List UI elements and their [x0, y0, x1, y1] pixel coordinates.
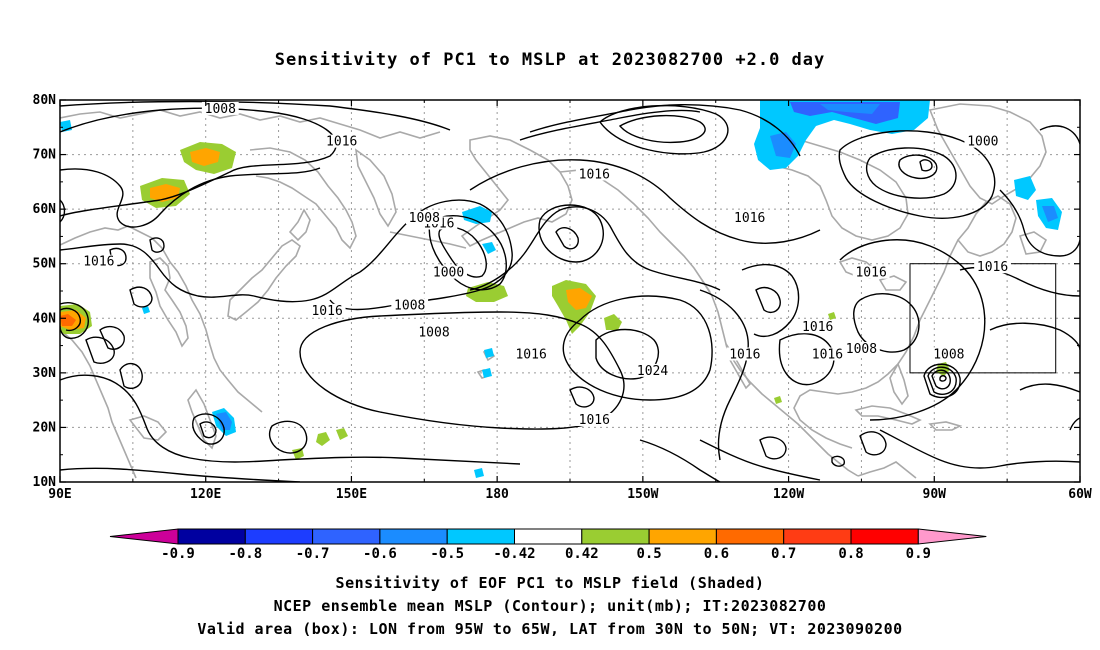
lon-tick-label: 120W — [773, 487, 804, 502]
contour-label: 1016 — [729, 347, 760, 362]
contour-label-bg — [726, 347, 764, 361]
colorbar-segment — [514, 528, 583, 545]
contour-label-bg — [308, 303, 346, 317]
caption-line-3: Valid area (box): LON from 95W to 65W, L… — [197, 620, 903, 638]
contour-label-bg — [930, 347, 968, 361]
contour-label-bg — [964, 134, 1002, 148]
caption-line-2: NCEP ensemble mean MSLP (Contour); unit(… — [273, 597, 827, 615]
contour-label-bg — [575, 412, 613, 426]
colorbar-tick-label: -0.6 — [363, 546, 397, 562]
contour-label: 1016 — [326, 135, 357, 150]
colorbar-tick-label: 0.9 — [906, 546, 931, 562]
contour-label: 1016 — [855, 266, 886, 281]
contour-label-bg — [974, 260, 1011, 274]
mslp-contours — [60, 100, 1080, 482]
contour-label: 1016 — [977, 260, 1008, 275]
contour-label-bg — [323, 134, 361, 148]
colorbar-tick-label: -0.5 — [430, 546, 464, 562]
lon-tick-label: 90E — [48, 487, 71, 502]
lon-tick-label: 150E — [336, 487, 367, 502]
colorbar-tick-label: 0.5 — [636, 546, 661, 562]
contour-label: 1008 — [409, 211, 440, 226]
contour-label-bg — [405, 211, 443, 225]
lat-tick-label: 70N — [33, 148, 57, 163]
colorbar-segment — [446, 528, 516, 545]
colorbar: -0.9 -0.8 -0.7 -0.6 -0.5 -0.42 0.42 0.5 0.6 0.7 0.… — [109, 528, 987, 562]
colorbar-tick-label: 0.8 — [838, 546, 863, 562]
contour-label: 1016 — [802, 320, 833, 335]
colorbar-tick-label: 0.6 — [704, 546, 729, 562]
lat-tick-label: 30N — [33, 366, 57, 381]
contour-label-bg — [575, 167, 613, 181]
lon-tick-label: 120E — [190, 487, 221, 502]
colorbar-tick-label: 0.7 — [771, 546, 796, 562]
contour-label: 1016 — [83, 255, 114, 270]
colorbar-high-end — [917, 528, 987, 545]
contour-label-bg — [430, 265, 467, 279]
contour-label: 1016 — [311, 304, 342, 319]
colorbar-segment — [715, 528, 785, 545]
contour-label: 1008 — [394, 298, 425, 313]
contour-label: 1008 — [418, 326, 449, 341]
lat-tick-label: 40N — [33, 311, 57, 326]
contour-label-bg — [731, 211, 769, 225]
colorbar-tick-label: -0.42 — [493, 546, 535, 562]
contour-label-bg — [843, 342, 880, 356]
contour-label: 1016 — [734, 211, 765, 226]
caption-line-1: Sensitivity of EOF PC1 to MSLP field (Sh… — [335, 574, 765, 592]
lon-tick-label: 90W — [923, 487, 947, 502]
colorbar-segment — [581, 528, 650, 545]
colorbar-tick-label: 0.42 — [565, 546, 599, 562]
lon-tick-label: 180 — [485, 487, 509, 502]
lon-tick-label: 150W — [627, 487, 658, 502]
contour-label: 1008 — [933, 347, 964, 362]
contour-label-bg — [852, 265, 890, 279]
colorbar-segment — [312, 528, 381, 545]
contour-label-bg — [799, 320, 837, 334]
contour-label: 1000 — [433, 266, 464, 281]
colorbar-tick-label: -0.7 — [296, 546, 330, 562]
lat-tick-label: 20N — [33, 420, 57, 435]
contour-label-bg — [391, 298, 429, 312]
colorbar-segment — [379, 528, 448, 545]
colorbar-tick-label: -0.8 — [228, 546, 262, 562]
contour-label-bg — [80, 254, 118, 268]
colorbar-low-end — [109, 528, 179, 545]
lat-tick-label: 10N — [33, 475, 57, 490]
contour-label: 1016 — [579, 413, 610, 428]
contour-label: 1016 — [812, 347, 843, 362]
colorbar-segment — [783, 528, 852, 545]
colorbar-segment — [850, 528, 919, 545]
contour-label-bg — [201, 101, 239, 115]
lat-tick-label: 80N — [33, 93, 57, 108]
contour-label: 1016 — [515, 347, 546, 362]
contour-label-bg — [512, 347, 550, 361]
map-title: Sensitivity of PC1 to MSLP at 2023082700… — [274, 50, 826, 70]
contour-label-bg — [415, 325, 453, 339]
contour-label: 1008 — [846, 342, 877, 357]
colorbar-segment — [244, 528, 314, 545]
colorbar-segment — [177, 528, 246, 545]
latitude-axis: 80N 70N 60N 50N 40N 30N 20N 10N — [33, 93, 1080, 490]
colorbar-segment — [648, 528, 717, 545]
longitude-axis: 90E 120E 150E 180 150W 120W 90W 60W — [48, 100, 1092, 502]
lat-tick-label: 50N — [33, 257, 57, 272]
lon-tick-label: 60W — [1068, 487, 1092, 502]
contour-label-bg — [634, 363, 671, 377]
contour-label: 1016 — [579, 167, 610, 182]
contour-label: 1000 — [967, 135, 998, 150]
contour-label-bg — [809, 347, 846, 361]
lat-tick-label: 60N — [33, 202, 57, 217]
contour-label: 1008 — [205, 102, 236, 117]
colorbar-tick-label: -0.9 — [161, 546, 195, 562]
contour-label: 1024 — [637, 364, 668, 379]
